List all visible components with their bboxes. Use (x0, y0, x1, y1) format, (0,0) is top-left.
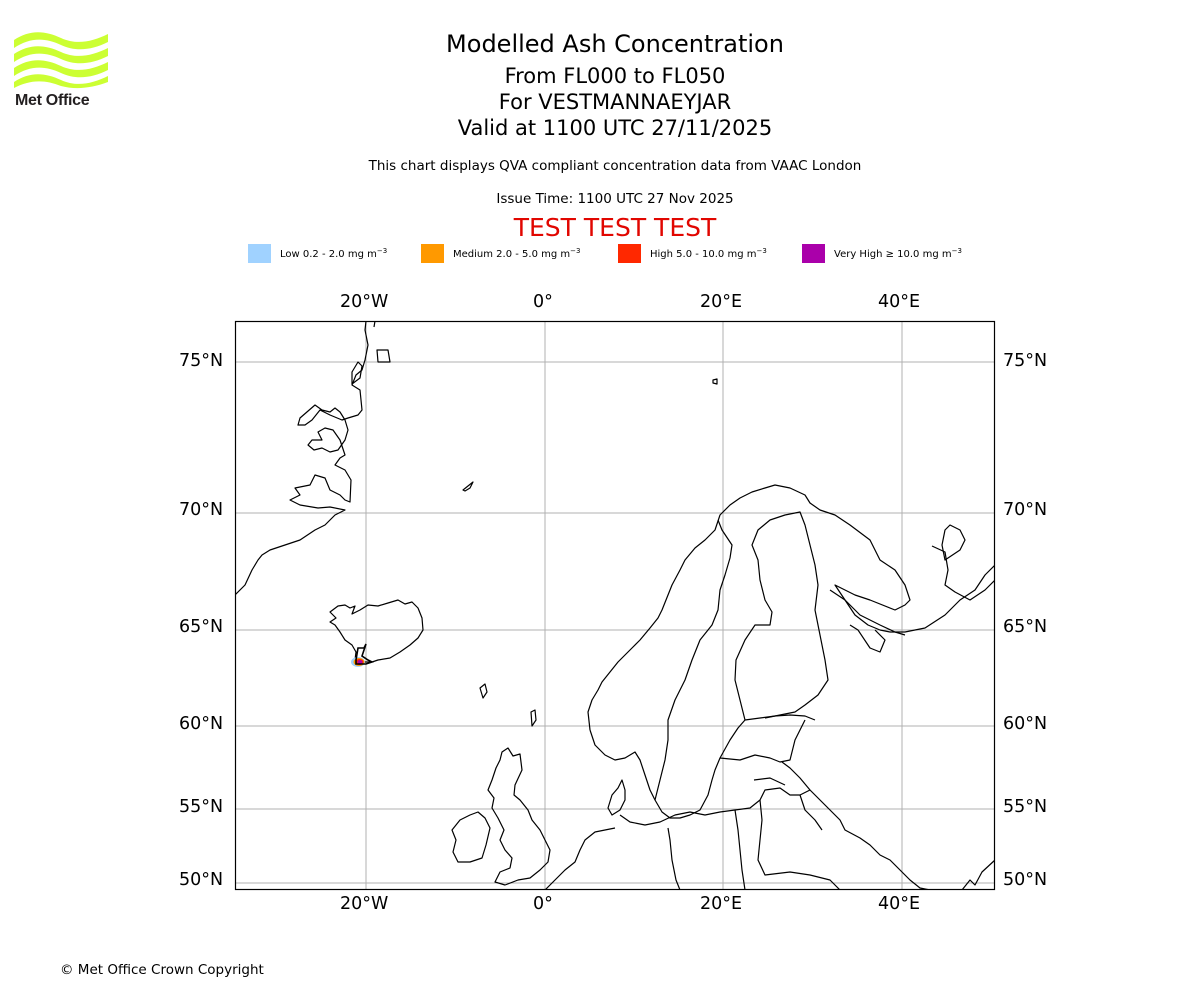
issue-time: Issue Time: 1100 UTC 27 Nov 2025 (496, 191, 734, 207)
lat-label-left-75n: 75°N (179, 351, 224, 371)
lon-label-top-20e: 20°E (700, 292, 743, 312)
legend-item-high: High 5.0 - 10.0 mg m−3 (618, 244, 767, 263)
lat-label-right-65n: 65°N (1003, 617, 1048, 637)
chart-description: This chart displays QVA compliant concen… (368, 158, 862, 174)
lat-label-right-50n: 50°N (1003, 870, 1048, 890)
lon-label-top-0: 0° (533, 292, 553, 312)
lat-label-right-60n: 60°N (1003, 714, 1048, 734)
chart-title: Modelled Ash Concentration (446, 30, 784, 58)
lat-label-left-65n: 65°N (179, 617, 224, 637)
lat-label-right-55n: 55°N (1003, 797, 1048, 817)
ash-plume (351, 657, 365, 667)
lat-label-left-60n: 60°N (179, 714, 224, 734)
legend-swatch-very-high (802, 244, 825, 263)
lat-label-left-55n: 55°N (179, 797, 224, 817)
met-office-wave-logo-icon (14, 32, 108, 89)
lon-label-top-40e: 40°E (878, 292, 921, 312)
lat-label-left-50n: 50°N (179, 870, 224, 890)
valid-time: Valid at 1100 UTC 27/11/2025 (457, 116, 773, 140)
lon-label-top-20w: 20°W (340, 292, 389, 312)
test-banner: TEST TEST TEST (513, 213, 717, 242)
volcano-source-marker (355, 643, 375, 665)
met-office-logo-text: Met Office (15, 92, 90, 109)
lon-label-bottom-40e: 40°E (878, 894, 921, 914)
map-frame (234, 320, 996, 891)
legend-swatch-low (248, 244, 271, 263)
flight-level-range: From FL000 to FL050 (504, 64, 726, 88)
lat-label-left-70n: 70°N (179, 500, 224, 520)
legend-swatch-medium (421, 244, 444, 263)
lon-label-bottom-0: 0° (533, 894, 553, 914)
legend-swatch-high (618, 244, 641, 263)
coastlines (235, 321, 995, 890)
lon-label-bottom-20w: 20°W (340, 894, 389, 914)
graticule (235, 321, 995, 890)
legend-item-low: Low 0.2 - 2.0 mg m−3 (248, 244, 387, 263)
legend-item-medium: Medium 2.0 - 5.0 mg m−3 (421, 244, 580, 263)
legend-item-very-high: Very High ≥ 10.0 mg m−3 (802, 244, 962, 263)
lon-label-bottom-20e: 20°E (700, 894, 743, 914)
lat-label-right-70n: 70°N (1003, 500, 1048, 520)
copyright-notice: © Met Office Crown Copyright (60, 962, 264, 978)
lat-label-right-75n: 75°N (1003, 351, 1048, 371)
volcano-name: For VESTMANNAEYJAR (498, 90, 732, 114)
